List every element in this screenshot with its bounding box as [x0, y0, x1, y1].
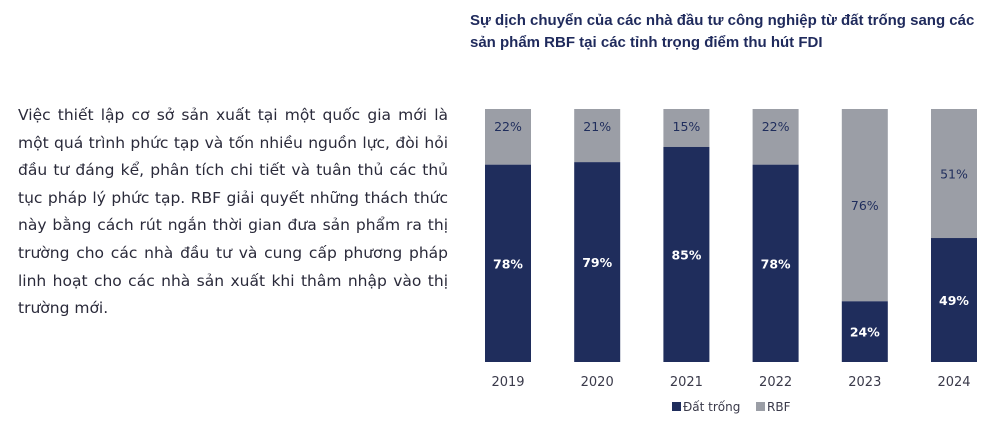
label-rbf-2022: 22%	[762, 119, 790, 134]
label-dat-trong-2020: 79%	[582, 255, 612, 270]
bar-rbf-2024	[931, 109, 977, 239]
bar-rbf-2019	[485, 109, 531, 165]
bar-dat-trong-2022	[752, 164, 799, 362]
bar-rbf-2022	[752, 109, 799, 165]
x-tick-label: 2023	[848, 375, 881, 390]
bar-dat-trong-2020	[574, 162, 621, 362]
label-rbf-2020: 21%	[583, 119, 611, 134]
label-dat-trong-2024: 49%	[939, 293, 969, 308]
label-rbf-2021: 15%	[673, 119, 701, 134]
label-dat-trong-2022: 78%	[761, 256, 791, 271]
bar-rbf-2023	[841, 109, 888, 302]
bar-dat-trong-2019	[485, 164, 531, 362]
bar-rbf-2021	[663, 109, 710, 147]
x-tick-label: 2022	[759, 375, 792, 390]
label-dat-trong-2023: 24%	[850, 325, 880, 340]
label-dat-trong-2019: 78%	[493, 256, 523, 271]
label-dat-trong-2021: 85%	[671, 247, 701, 262]
body-paragraph: Việc thiết lập cơ sở sản xuất tại một qu…	[18, 106, 448, 318]
x-tick-label: 2021	[670, 375, 703, 390]
legend-swatch-rbf	[756, 402, 765, 411]
bar-rbf-2020	[574, 109, 621, 163]
label-rbf-2024: 51%	[940, 167, 968, 182]
x-tick-label: 2019	[491, 375, 524, 390]
bar-dat-trong-2024	[931, 238, 977, 362]
bar-dat-trong-2021	[663, 146, 710, 362]
legend-label-rbf: RBF	[767, 400, 791, 414]
chart-title: Sự dịch chuyển của các nhà đầu tư công n…	[470, 12, 975, 51]
x-tick-label: 2020	[581, 375, 614, 390]
legend-swatch-dat-trong	[672, 402, 681, 411]
x-tick-label: 2024	[937, 375, 970, 390]
label-rbf-2023: 76%	[851, 198, 879, 213]
legend-label-dat-trong: Đất trống	[683, 400, 740, 414]
label-rbf-2019: 22%	[494, 119, 522, 134]
bar-dat-trong-2023	[841, 301, 888, 362]
